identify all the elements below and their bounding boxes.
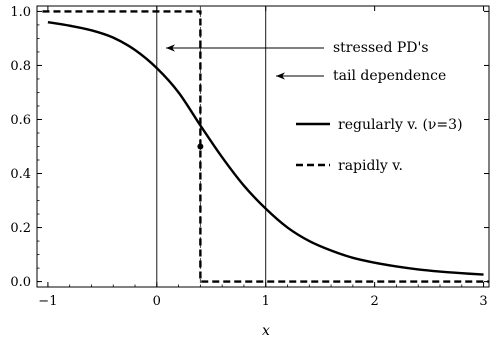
y-tick-label: 0.6: [10, 113, 31, 128]
x-tick-label: 0: [153, 294, 161, 309]
y-tick-label: 0.8: [10, 59, 31, 74]
x-tick-label: −1: [38, 294, 57, 309]
data-point: [197, 143, 204, 150]
legend-label: regularly v. (ν=3): [338, 117, 463, 133]
series-line-regularly-varying: [47, 21, 484, 276]
annotation-text: tail dependence: [333, 68, 446, 84]
x-tick-label: 1: [262, 294, 270, 309]
x-tick-label: 3: [479, 294, 487, 309]
y-tick-label: 0.0: [10, 275, 31, 290]
y-tick-label: 0.2: [10, 221, 31, 236]
points-layer: [197, 143, 204, 150]
x-tick-label: 2: [370, 294, 378, 309]
annotations-layer: stressed PD's tail dependence: [166, 40, 446, 84]
legend: regularly v. (ν=3) rapidly v.: [296, 117, 463, 174]
series-line-rapidly-varying: [42, 10, 489, 283]
y-tick-label: 0.4: [10, 167, 31, 182]
x-axis-label: x: [262, 323, 270, 339]
legend-label: rapidly v.: [338, 158, 403, 174]
annotation-text: stressed PD's: [333, 40, 429, 56]
y-tick-label: 1.0: [10, 5, 31, 20]
ticks-layer: −1 0 1 2 3 0.0 0.2 0.4 0.6 0.8 1.0: [10, 5, 489, 309]
series-layer: [42, 10, 489, 283]
